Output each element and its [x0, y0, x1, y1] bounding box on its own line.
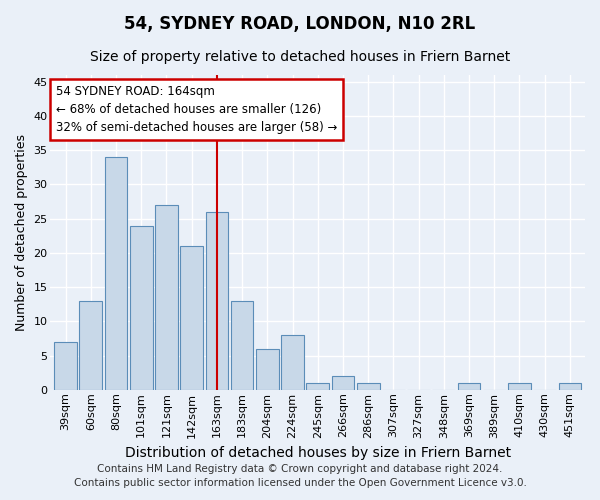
Bar: [256, 348, 278, 390]
Bar: [508, 383, 531, 390]
Bar: [559, 383, 581, 390]
Bar: [206, 212, 228, 390]
Y-axis label: Number of detached properties: Number of detached properties: [15, 134, 28, 331]
Text: 54, SYDNEY ROAD, LONDON, N10 2RL: 54, SYDNEY ROAD, LONDON, N10 2RL: [124, 15, 476, 33]
Bar: [281, 335, 304, 390]
Bar: [458, 383, 481, 390]
Bar: [231, 301, 253, 390]
Bar: [54, 342, 77, 390]
Text: Size of property relative to detached houses in Friern Barnet: Size of property relative to detached ho…: [90, 50, 510, 64]
Bar: [104, 157, 127, 390]
Bar: [130, 226, 152, 390]
Bar: [79, 301, 102, 390]
X-axis label: Distribution of detached houses by size in Friern Barnet: Distribution of detached houses by size …: [125, 446, 511, 460]
Bar: [307, 383, 329, 390]
Text: Contains HM Land Registry data © Crown copyright and database right 2024.
Contai: Contains HM Land Registry data © Crown c…: [74, 464, 526, 487]
Text: 54 SYDNEY ROAD: 164sqm
← 68% of detached houses are smaller (126)
32% of semi-de: 54 SYDNEY ROAD: 164sqm ← 68% of detached…: [56, 86, 337, 134]
Bar: [357, 383, 380, 390]
Bar: [181, 246, 203, 390]
Bar: [332, 376, 354, 390]
Bar: [155, 205, 178, 390]
